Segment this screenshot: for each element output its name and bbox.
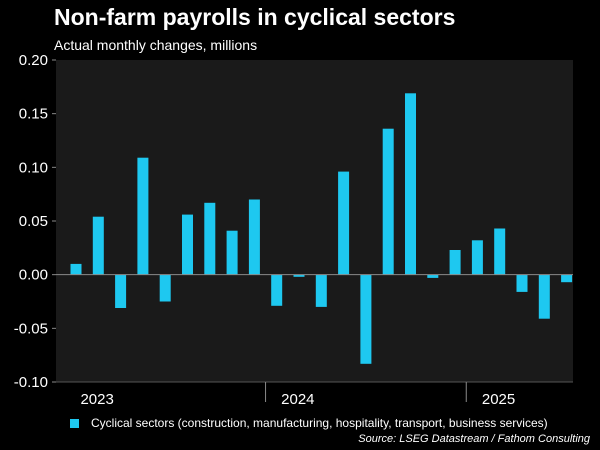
bar bbox=[516, 274, 528, 292]
legend-swatch bbox=[70, 418, 79, 428]
bar bbox=[226, 230, 238, 275]
source-note: Source: LSEG Datastream / Fathom Consult… bbox=[358, 433, 590, 445]
legend: Cyclical sectors (construction, manufact… bbox=[70, 416, 548, 430]
bar bbox=[561, 274, 573, 283]
bar bbox=[494, 228, 506, 275]
y-tick-label: 0.20 bbox=[19, 52, 48, 69]
bar bbox=[338, 171, 350, 275]
bar bbox=[204, 202, 216, 275]
legend-label: Cyclical sectors (construction, manufact… bbox=[91, 416, 548, 430]
x-tick-label: 2023 bbox=[80, 391, 113, 408]
x-tick-label: 2025 bbox=[482, 391, 515, 408]
y-tick-label: -0.05 bbox=[14, 320, 48, 337]
bar bbox=[70, 263, 82, 275]
bar bbox=[182, 214, 193, 275]
bar bbox=[115, 274, 127, 308]
bar bbox=[449, 250, 461, 275]
bar bbox=[427, 274, 439, 278]
bar bbox=[92, 216, 104, 275]
bar bbox=[159, 274, 171, 302]
bar bbox=[293, 274, 305, 277]
bar bbox=[315, 274, 327, 307]
bar bbox=[248, 199, 260, 275]
bar bbox=[271, 274, 283, 306]
chart-subtitle: Actual monthly changes, millions bbox=[54, 37, 258, 53]
y-tick-label: -0.10 bbox=[14, 374, 48, 391]
x-tick-label: 2024 bbox=[281, 391, 314, 408]
chart-title: Non-farm payrolls in cyclical sectors bbox=[54, 4, 456, 30]
bar bbox=[382, 128, 394, 275]
bar bbox=[137, 157, 149, 275]
bar bbox=[360, 274, 372, 364]
bar bbox=[471, 240, 483, 275]
y-tick-label: 0.10 bbox=[19, 159, 48, 176]
bar bbox=[538, 274, 550, 319]
plot-area bbox=[56, 60, 573, 382]
bar bbox=[405, 93, 416, 275]
y-tick-label: 0.00 bbox=[19, 267, 48, 284]
bar-series bbox=[70, 93, 573, 364]
y-tick-label: 0.05 bbox=[19, 213, 48, 230]
y-axis: 0.20 0.15 0.10 0.05 0.00 -0.05 -0.10 bbox=[14, 52, 56, 391]
x-axis: 2023 2024 2025 bbox=[56, 381, 573, 408]
y-tick-label: 0.15 bbox=[19, 106, 48, 123]
